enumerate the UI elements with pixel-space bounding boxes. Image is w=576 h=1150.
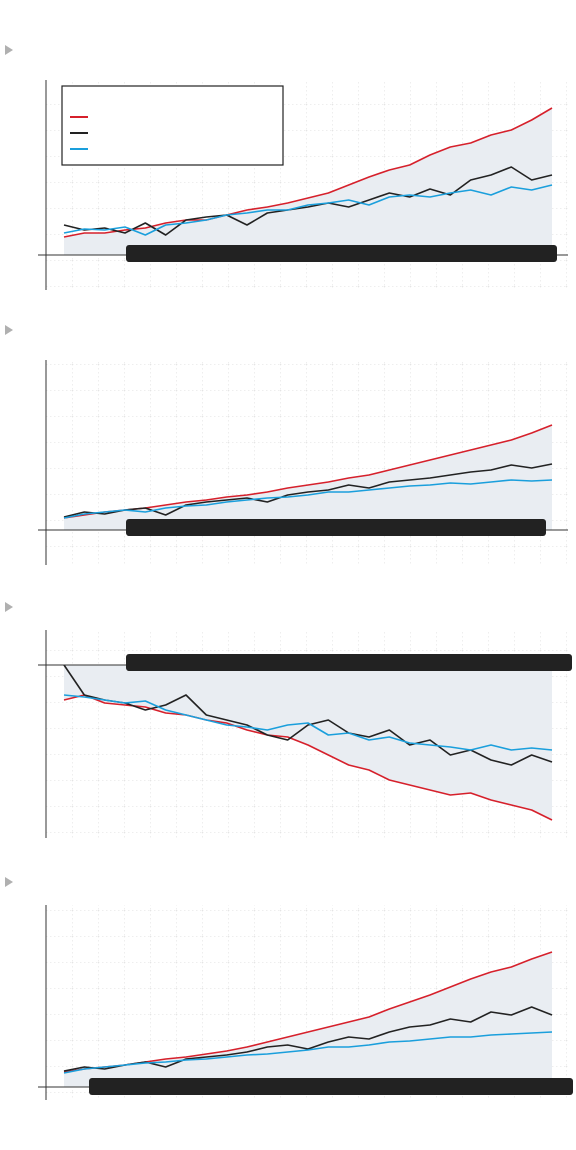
series-line [63,694,553,751]
toggles[interactable] [5,45,13,887]
shaded-range [64,425,552,530]
series-line [63,694,553,821]
shaded-range [64,665,552,820]
series-line [63,463,553,518]
series-line [63,1031,553,1074]
redacted-label [126,245,557,262]
toggle-arrow[interactable] [5,45,13,55]
series-line [63,166,553,236]
legend [61,85,284,166]
series-line [63,107,553,238]
series-line [63,1006,553,1072]
series-line [63,479,553,519]
legend-box [61,85,284,166]
chart [38,630,572,838]
chart [38,80,568,290]
shaded-range [64,952,552,1087]
chart [38,905,573,1100]
redacted-label [126,654,572,671]
redacted-label [126,519,546,536]
toggle-arrow[interactable] [5,325,13,335]
redacted-label [89,1078,573,1095]
toggle-arrow[interactable] [5,602,13,612]
toggle-arrow[interactable] [5,877,13,887]
shaded-range [64,108,552,255]
series-line [63,184,553,236]
chart [38,360,568,565]
